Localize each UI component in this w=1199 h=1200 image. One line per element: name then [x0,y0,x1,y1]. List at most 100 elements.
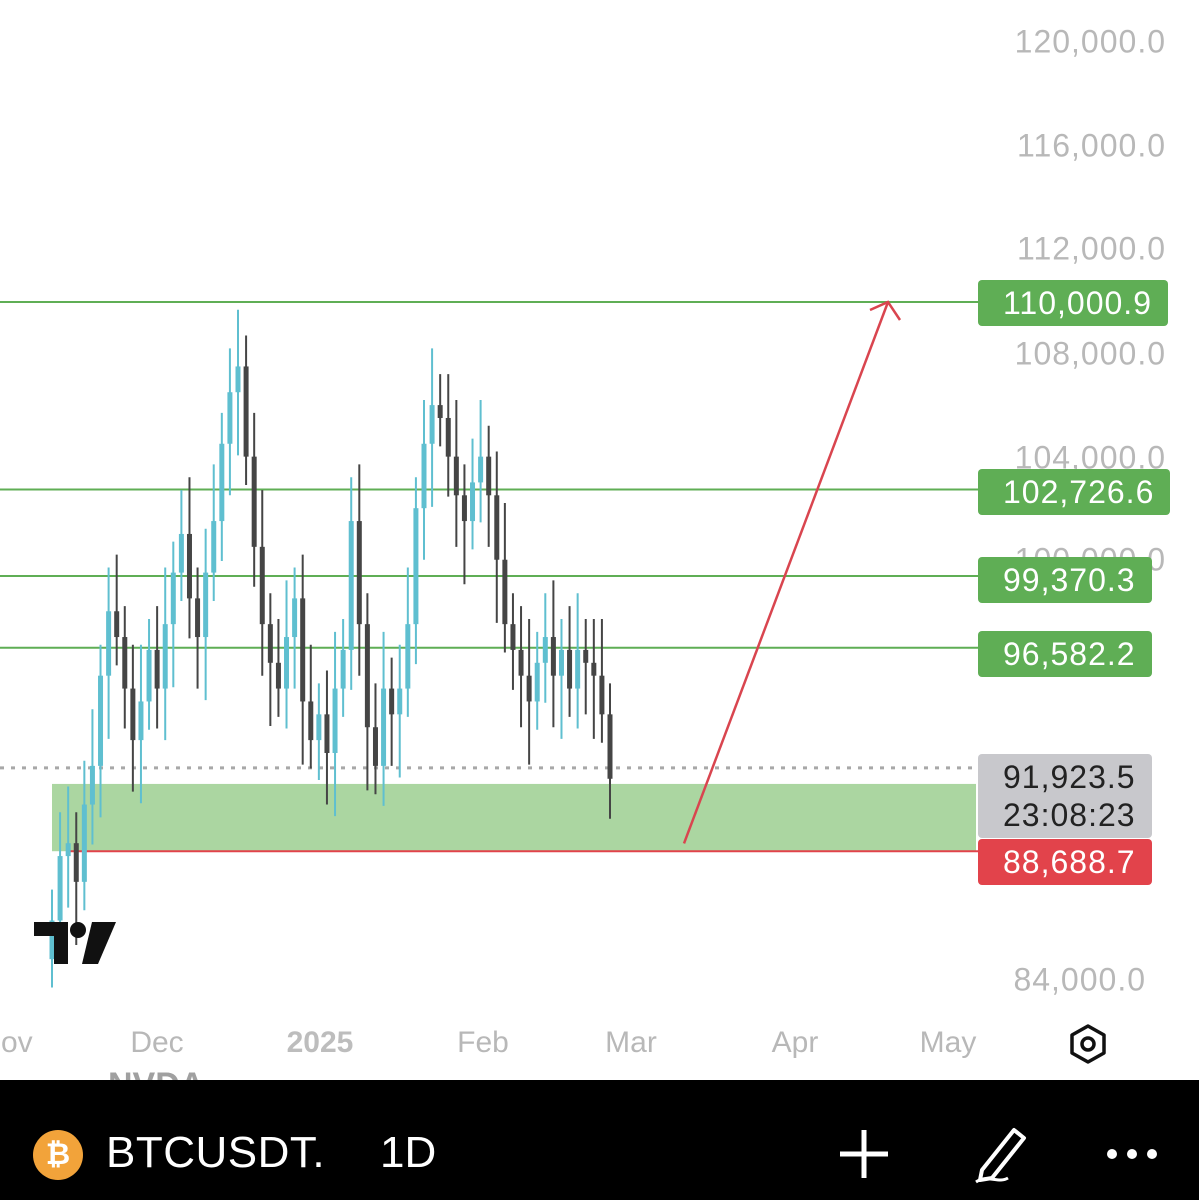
candle-body-10 [130,688,136,741]
candle-body-62 [550,637,556,676]
candle-body-69 [607,714,613,779]
settings-icon[interactable] [1066,1022,1110,1066]
candle-body-2 [65,843,71,857]
candle-body-55 [494,495,500,560]
interval-selector[interactable]: 1D [380,1128,437,1177]
candle-body-60 [534,662,540,702]
candle-body-22 [227,392,233,444]
level-tag-88688[interactable]: 88,688.7 [978,839,1152,885]
candle-body-49 [445,417,451,457]
candle-body-41 [381,688,387,766]
candle-body-40 [372,727,378,766]
bitcoin-icon: ₿ [33,1130,83,1180]
current-price-tag[interactable]: 91,923.5 23:08:23 [978,754,1152,838]
candle-body-19 [203,572,209,638]
candle-body-67 [591,662,597,676]
candle-body-4 [81,804,87,882]
candle-body-6 [98,675,104,766]
candle-body-24 [243,366,249,457]
candle-body-23 [235,366,241,393]
candle-body-51 [461,495,467,522]
candle-body-63 [558,649,564,676]
candle-body-18 [195,598,201,638]
candle-body-65 [575,649,581,689]
tradingview-logo-icon [34,922,116,964]
time-tick: Nov [0,1026,33,1059]
time-tick: May [919,1026,977,1059]
candle-body-56 [502,559,508,625]
candle-body-52 [470,482,476,522]
candle-body-39 [364,624,370,728]
candle-body-66 [583,649,589,663]
candle-body-29 [284,637,290,689]
candle-body-54 [486,456,492,496]
level-tag-102726[interactable]: 102,726.6 [978,469,1171,515]
candle-body-30 [292,598,298,638]
level-tag-110000[interactable]: 110,000.9 [978,280,1168,326]
projection-arrow-head [869,300,902,321]
price-tick: 108,000.0 [1014,335,1166,372]
candle-body-68 [599,675,605,715]
price-tick: 120,000.0 [1014,23,1166,60]
candle-body-11 [138,701,144,741]
candle-body-64 [567,649,573,689]
price-tick: 116,000.0 [1017,127,1166,164]
candle-body-45 [413,508,419,625]
candle-body-33 [316,714,322,741]
symbol-selector[interactable]: BTCUSDT. [106,1128,326,1177]
candle-body-35 [332,688,338,753]
time-tick: Apr [771,1026,819,1059]
candle-body-50 [453,456,459,496]
price-tick: 112,000.0 [1017,230,1166,267]
price-tick: 84,000.0 [1013,961,1146,998]
candle-body-17 [186,533,192,599]
candle-countdown: 23:08:23 [1003,797,1136,833]
current-price-value: 91,923.5 [1003,759,1136,795]
level-tag-99370[interactable]: 99,370.3 [978,557,1152,603]
plus-icon[interactable] [832,1122,896,1186]
candle-body-20 [211,521,217,573]
candle-body-46 [421,443,427,509]
candle-body-21 [219,443,225,522]
candle-body-0 [49,920,55,960]
candle-body-38 [356,521,362,625]
candle-body-5 [89,765,95,805]
candle-body-43 [397,688,403,715]
time-tick: 2025 [286,1026,354,1059]
candle-body-26 [259,546,265,625]
pencil-icon[interactable] [968,1122,1032,1186]
candle-body-42 [389,688,395,715]
projection-arrow-line [682,301,890,844]
candle-body-25 [251,456,257,547]
candle-body-27 [267,624,273,663]
candle-body-44 [405,624,411,689]
candle-body-61 [542,637,548,663]
candle-body-8 [114,611,120,638]
candle-body-58 [518,649,524,676]
candle-body-59 [526,675,532,702]
candle-body-53 [478,456,484,483]
more-icon[interactable] [1100,1122,1164,1186]
level-tag-96582[interactable]: 96,582.2 [978,631,1152,677]
candle-body-47 [429,405,435,444]
candle-body-37 [348,521,354,650]
candle-body-34 [324,714,330,753]
candle-body-9 [122,637,128,689]
candle-body-48 [437,405,443,418]
candle-body-12 [146,649,152,702]
candle-body-36 [340,649,346,689]
candle-body-14 [162,624,168,689]
time-tick: Feb [457,1026,509,1059]
time-tick: Mar [605,1026,657,1059]
time-tick: Dec [130,1026,184,1059]
candle-body-7 [106,611,112,676]
support-zone [52,783,976,852]
candle-body-1 [57,856,63,921]
candle-body-57 [510,624,516,650]
candle-body-13 [154,649,160,689]
candle-body-31 [300,598,306,702]
chart-area[interactable] [0,0,1199,1080]
candle-body-16 [178,533,184,573]
candle-body-3 [73,843,79,882]
price-chart[interactable] [0,0,1199,1080]
